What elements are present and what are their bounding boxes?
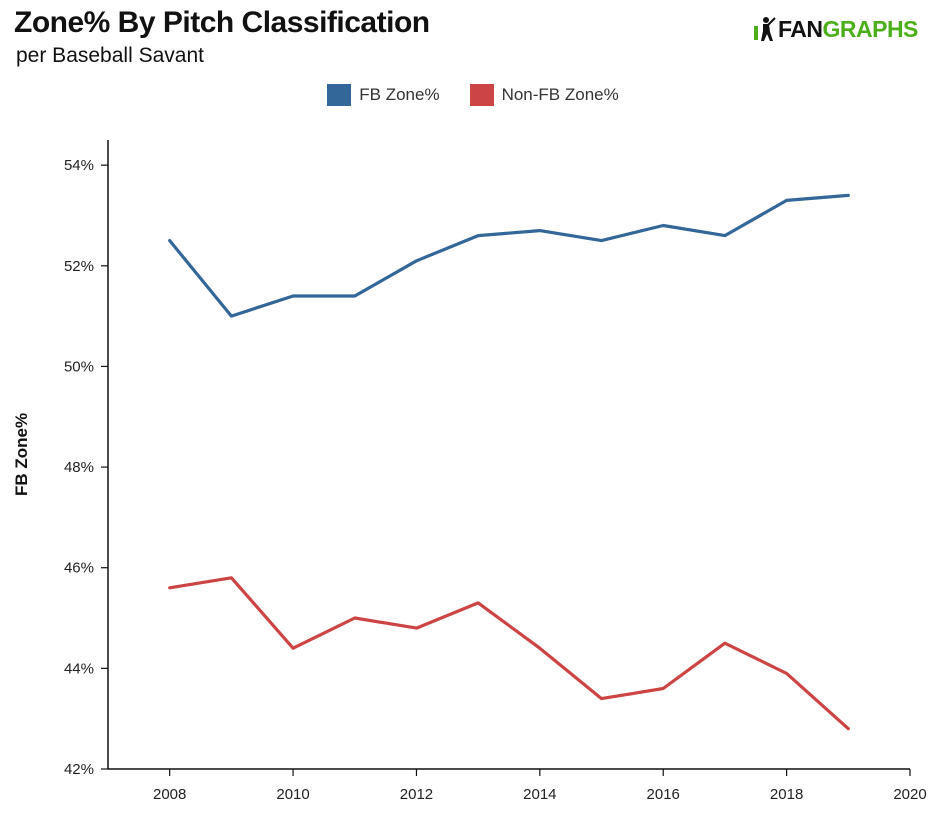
legend-swatch-fb	[327, 84, 352, 106]
series-line-1	[168, 576, 850, 731]
batter-logo-icon	[754, 17, 776, 41]
chart-legend: FB Zone% Non-FB Zone%	[0, 84, 946, 106]
y-tick-label: 54%	[64, 157, 94, 174]
series-line-0	[168, 193, 850, 318]
logo-text-graphs: GRAPHS	[822, 15, 919, 42]
y-tick-label: 42%	[64, 761, 94, 778]
fangraphs-logo: FAN GRAPHS	[754, 14, 918, 44]
chart-title: Zone% By Pitch Classification	[14, 6, 430, 39]
y-tick-label: 48%	[64, 459, 94, 476]
legend-item-nonfb: Non-FB Zone%	[469, 84, 619, 106]
y-tick-label: 46%	[64, 560, 94, 577]
legend-label-nonfb: Non-FB Zone%	[501, 85, 619, 104]
legend-item-fb: FB Zone%	[327, 84, 440, 106]
logo-text-fan: FAN	[778, 15, 823, 42]
x-tick-label: 2016	[647, 786, 680, 803]
y-tick-label: 52%	[64, 258, 94, 275]
x-tick-label: 2020	[893, 786, 926, 803]
y-axis-title: FB Zone%	[12, 413, 31, 496]
legend-label-fb: FB Zone%	[359, 85, 440, 104]
y-tick-label: 50%	[64, 358, 94, 375]
legend-swatch-nonfb	[469, 84, 494, 106]
x-tick-label: 2012	[400, 786, 433, 803]
x-tick-label: 2008	[153, 786, 186, 803]
y-tick-label: 44%	[64, 660, 94, 677]
x-tick-label: 2018	[770, 786, 803, 803]
x-tick-label: 2014	[523, 786, 556, 803]
chart-subtitle: per Baseball Savant	[16, 44, 204, 67]
x-tick-label: 2010	[276, 786, 309, 803]
